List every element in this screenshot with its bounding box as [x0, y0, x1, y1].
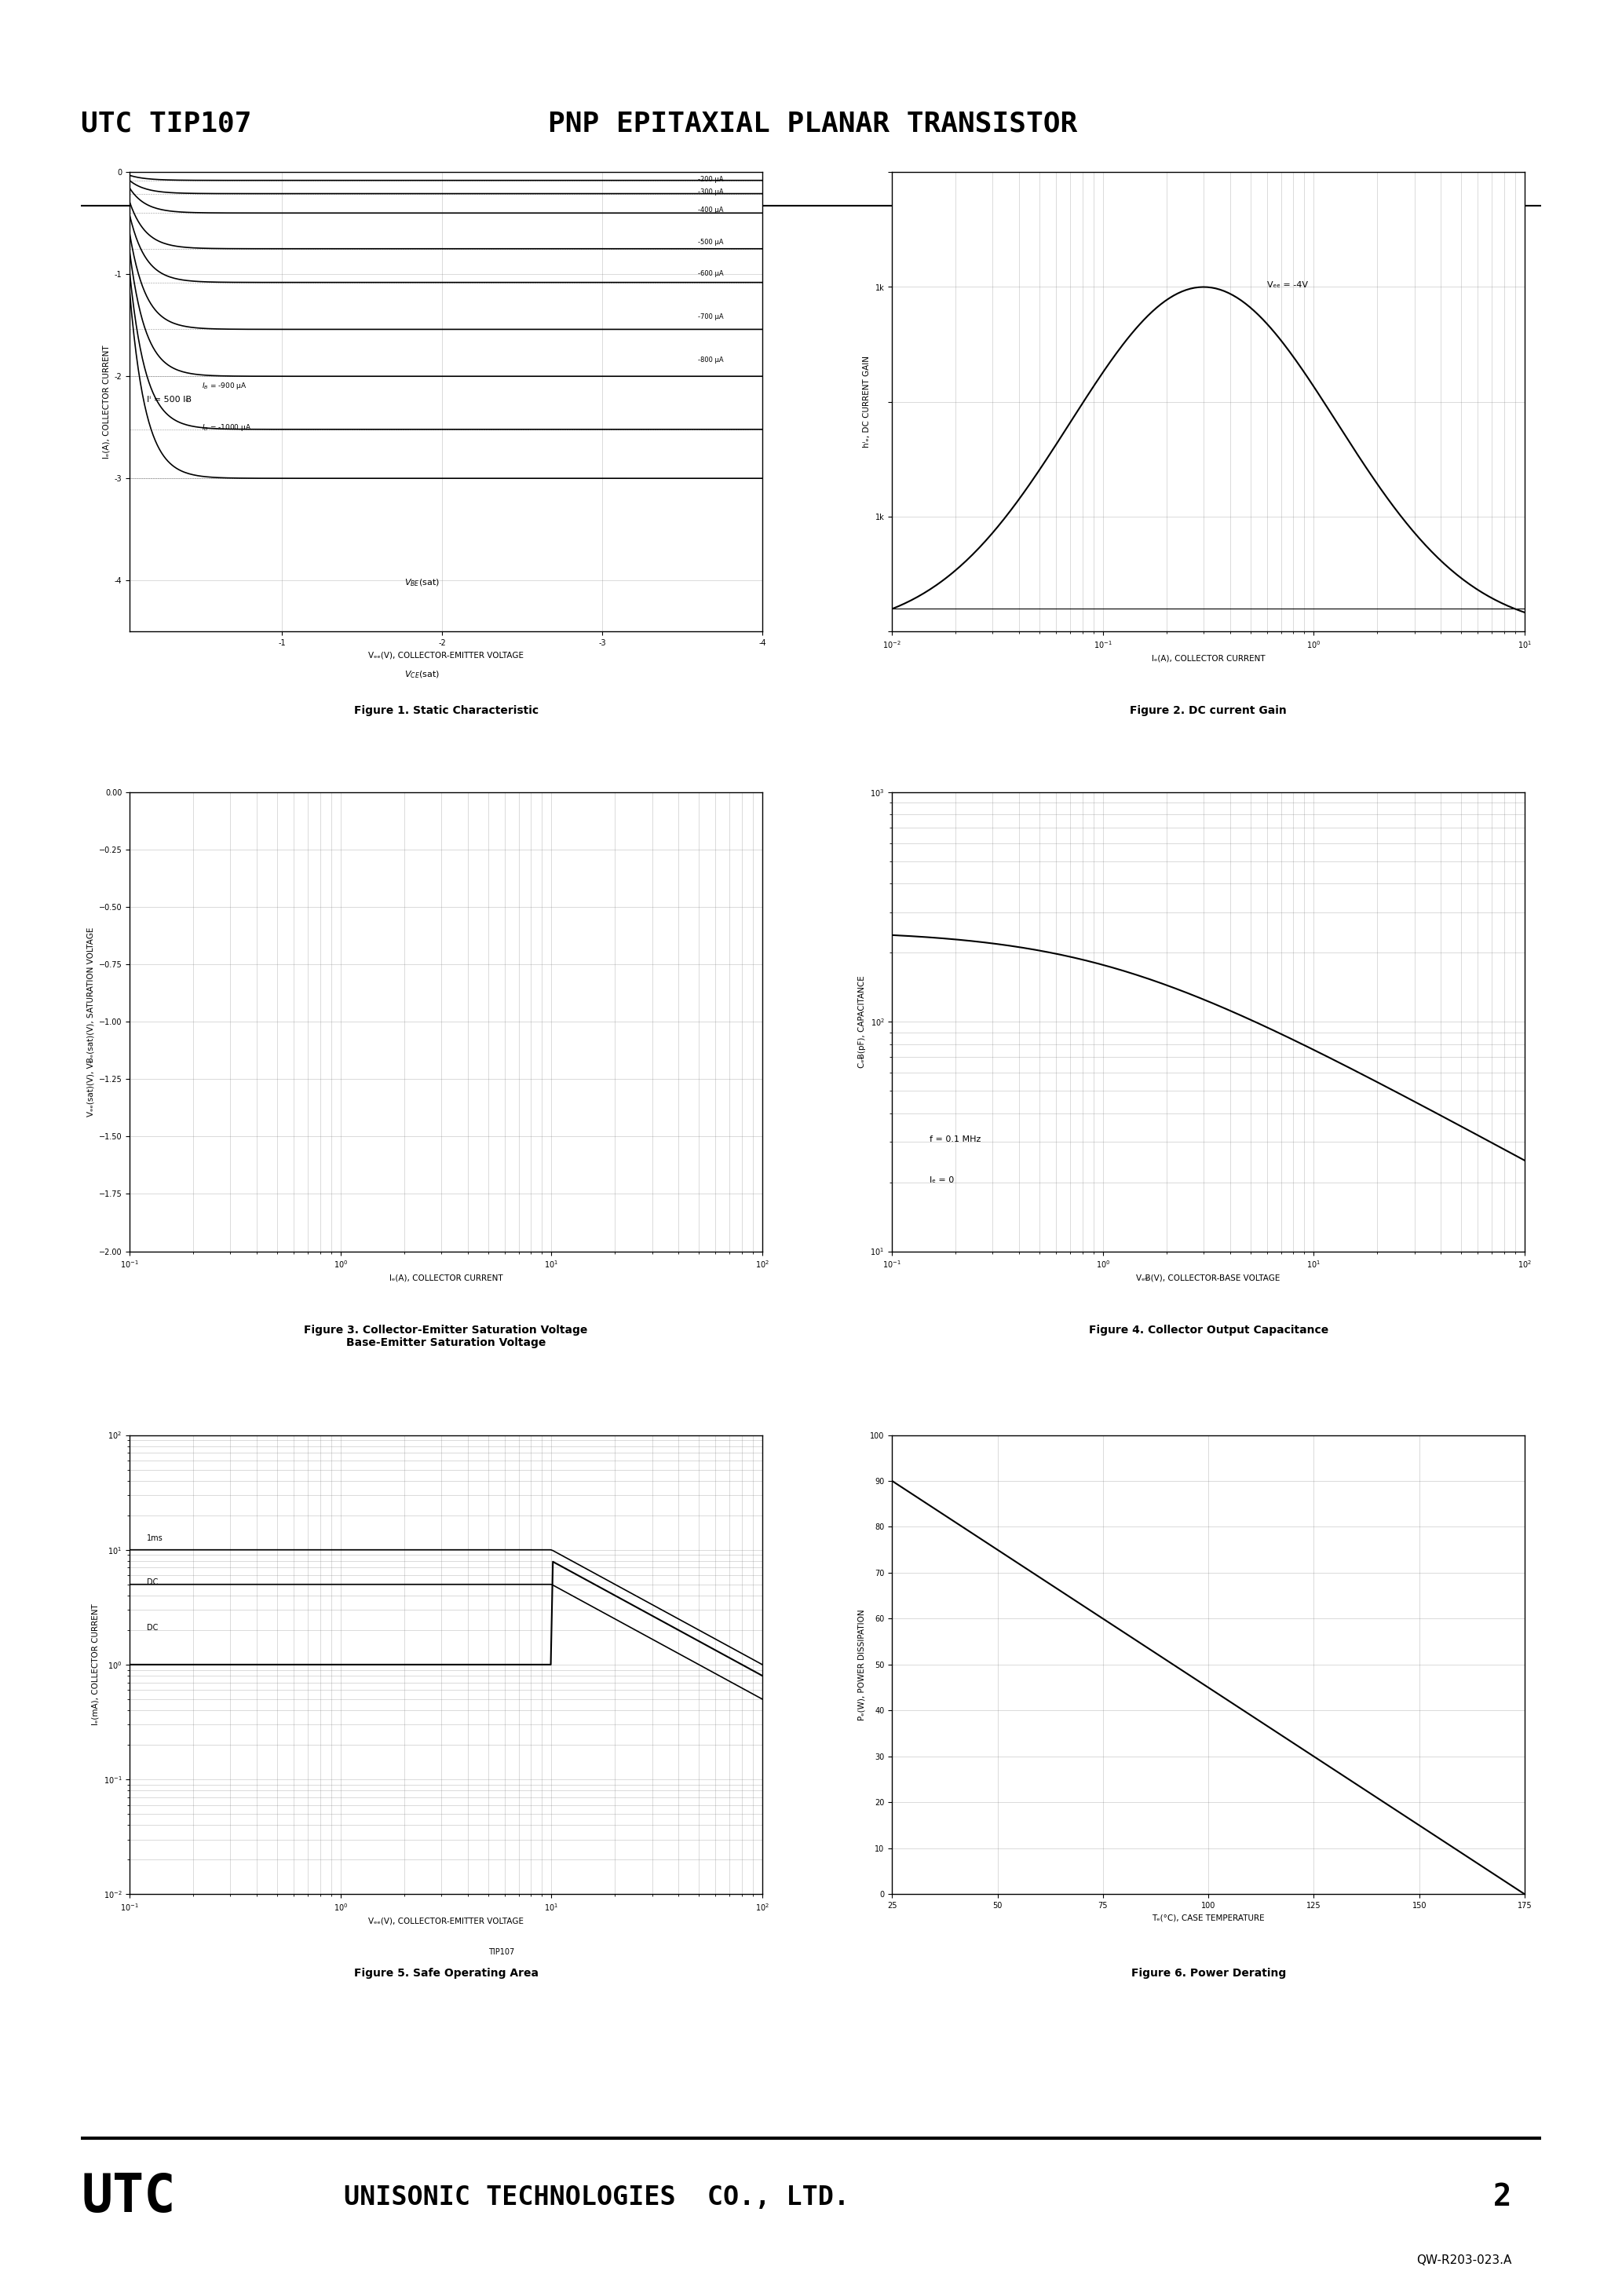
Y-axis label: Pₑ(W), POWER DISSIPATION: Pₑ(W), POWER DISSIPATION: [858, 1609, 866, 1720]
Y-axis label: Vₑₑ(sat)(V), VɃₑ(sat)(V), SATURATION VOLTAGE: Vₑₑ(sat)(V), VɃₑ(sat)(V), SATURATION VOL…: [86, 928, 94, 1116]
Text: f = 0.1 MHz: f = 0.1 MHz: [929, 1137, 981, 1143]
Text: QW-R203-023.A: QW-R203-023.A: [1416, 2255, 1512, 2266]
Text: $I_B$ = -1000 μA: $I_B$ = -1000 μA: [201, 422, 251, 432]
Y-axis label: CₑɃ(pF), CAPACITANCE: CₑɃ(pF), CAPACITANCE: [858, 976, 866, 1068]
Vₑₑ(sat): [120, 774, 139, 801]
VɃₑ(sat): [238, 622, 258, 650]
Text: DC: DC: [146, 1577, 157, 1587]
Text: $I_B$ = -900 μA: $I_B$ = -900 μA: [201, 381, 247, 390]
Text: 1ms: 1ms: [146, 1534, 162, 1543]
Line: VɃₑ(sat): VɃₑ(sat): [130, 597, 762, 643]
Vₑₑ(sat): [238, 762, 258, 790]
Text: -600 μA: -600 μA: [699, 271, 723, 278]
X-axis label: Iₑ(A), COLLECTOR CURRENT: Iₑ(A), COLLECTOR CURRENT: [1152, 654, 1265, 661]
Text: -500 μA: -500 μA: [699, 239, 723, 246]
VɃₑ(sat): [120, 629, 139, 657]
VɃₑ(sat): [146, 627, 165, 654]
Text: Figure 6. Power Derating: Figure 6. Power Derating: [1131, 1968, 1286, 1979]
X-axis label: VₑɃ(V), COLLECTOR-BASE VOLTAGE: VₑɃ(V), COLLECTOR-BASE VOLTAGE: [1137, 1274, 1280, 1281]
Text: PNP EPITAXIAL PLANAR TRANSISTOR: PNP EPITAXIAL PLANAR TRANSISTOR: [548, 110, 1077, 138]
Text: -200 μA: -200 μA: [699, 177, 723, 184]
X-axis label: Iₑ(A), COLLECTOR CURRENT: Iₑ(A), COLLECTOR CURRENT: [389, 1274, 503, 1281]
Text: Figure 3. Collector-Emitter Saturation Voltage
Base-Emitter Saturation Voltage: Figure 3. Collector-Emitter Saturation V…: [305, 1325, 587, 1348]
Text: $V_{BE}$(sat): $V_{BE}$(sat): [404, 579, 440, 588]
VɃₑ(sat): [720, 588, 740, 615]
Vₑₑ(sat): [159, 771, 178, 799]
Y-axis label: Iₑ(mA), COLLECTOR CURRENT: Iₑ(mA), COLLECTOR CURRENT: [91, 1605, 99, 1724]
VɃₑ(sat): [753, 583, 772, 611]
Text: Figure 5. Safe Operating Area: Figure 5. Safe Operating Area: [354, 1968, 539, 1979]
Text: Iₑ = 0: Iₑ = 0: [929, 1176, 954, 1185]
Text: Figure 4. Collector Output Capacitance: Figure 4. Collector Output Capacitance: [1088, 1325, 1328, 1336]
Text: $V_{CE}$(sat): $V_{CE}$(sat): [404, 670, 440, 680]
Text: TIP107: TIP107: [488, 1947, 514, 1956]
Text: DC: DC: [146, 1623, 157, 1632]
VɃₑ(sat): [289, 620, 308, 647]
Y-axis label: hⁱₑ, DC CURRENT GAIN: hⁱₑ, DC CURRENT GAIN: [863, 356, 871, 448]
Text: UTC: UTC: [81, 2172, 175, 2223]
Vₑₑ(sat): [720, 707, 740, 735]
Text: UTC TIP107: UTC TIP107: [81, 110, 251, 138]
Text: Iⁱ = 500 IɃ: Iⁱ = 500 IɃ: [146, 395, 191, 404]
Text: Figure 1. Static Characteristic: Figure 1. Static Characteristic: [354, 705, 539, 716]
Vₑₑ(sat): [289, 758, 308, 785]
X-axis label: Vₑₑ(V), COLLECTOR-EMITTER VOLTAGE: Vₑₑ(V), COLLECTOR-EMITTER VOLTAGE: [368, 652, 524, 659]
Vₑₑ(sat): [699, 712, 719, 739]
Text: Vₑₑ = -4V: Vₑₑ = -4V: [1267, 280, 1307, 289]
Vₑₑ(sat): [146, 771, 165, 799]
VɃₑ(sat): [699, 590, 719, 618]
Text: -300 μA: -300 μA: [699, 188, 723, 195]
Text: Figure 2. DC current Gain: Figure 2. DC current Gain: [1131, 705, 1286, 716]
VɃₑ(sat): [159, 627, 178, 654]
Text: 2: 2: [1494, 2183, 1512, 2211]
Text: -400 μA: -400 μA: [699, 207, 723, 214]
Line: Vₑₑ(sat): Vₑₑ(sat): [130, 714, 762, 788]
X-axis label: Tₑ(°C), CASE TEMPERATURE: Tₑ(°C), CASE TEMPERATURE: [1152, 1915, 1265, 1922]
Y-axis label: Iₑ(A), COLLECTOR CURRENT: Iₑ(A), COLLECTOR CURRENT: [102, 344, 110, 459]
Text: -800 μA: -800 μA: [699, 356, 723, 363]
Vₑₑ(sat): [753, 700, 772, 728]
Text: UNISONIC TECHNOLOGIES  CO., LTD.: UNISONIC TECHNOLOGIES CO., LTD.: [344, 2183, 850, 2211]
Text: -700 μA: -700 μA: [699, 312, 723, 321]
X-axis label: Vₑₑ(V), COLLECTOR-EMITTER VOLTAGE: Vₑₑ(V), COLLECTOR-EMITTER VOLTAGE: [368, 1917, 524, 1924]
